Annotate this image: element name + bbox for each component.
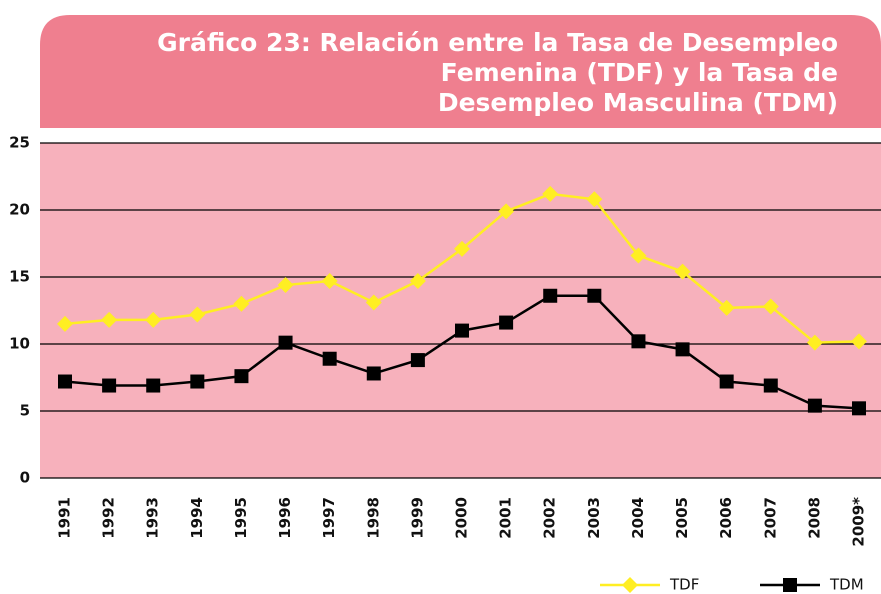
point <box>366 366 381 381</box>
x-tick-label: 1996 <box>276 497 294 539</box>
legend-marker <box>622 577 638 593</box>
point <box>101 311 118 328</box>
point <box>322 351 337 366</box>
point <box>542 185 559 202</box>
point <box>674 263 691 280</box>
y-tick-label: 5 <box>20 402 30 420</box>
x-tick-label: 2002 <box>541 497 559 539</box>
point <box>58 374 72 389</box>
point <box>499 315 514 330</box>
point <box>718 299 735 316</box>
x-tick-label: 2003 <box>585 497 603 539</box>
point <box>145 311 162 328</box>
x-tick-label: 2001 <box>497 497 515 539</box>
y-tick-label: 25 <box>9 134 30 152</box>
point <box>543 288 558 303</box>
legend-label: TDF <box>669 576 699 594</box>
point <box>365 294 382 311</box>
title-banner <box>40 15 881 128</box>
point <box>498 203 515 220</box>
point <box>321 273 338 290</box>
point <box>763 378 778 393</box>
point <box>762 298 779 315</box>
x-tick-label: 1991 <box>56 497 74 539</box>
x-tick-label: 1992 <box>100 497 118 539</box>
point <box>631 334 646 349</box>
point <box>278 335 293 350</box>
point <box>455 323 469 338</box>
point <box>146 378 161 393</box>
x-tick-label: 2004 <box>629 497 647 539</box>
point <box>675 342 690 357</box>
x-tick-label: 1999 <box>408 497 426 539</box>
x-tick-label: 1993 <box>144 497 162 539</box>
y-tick-label: 0 <box>20 469 30 487</box>
point <box>409 273 426 290</box>
point <box>190 374 205 389</box>
point <box>807 398 822 413</box>
point <box>233 295 250 312</box>
x-tick-label: 2006 <box>717 497 735 539</box>
point <box>102 378 117 393</box>
point <box>719 374 734 389</box>
point <box>277 277 294 294</box>
point <box>806 334 823 351</box>
x-tick-label: 2000 <box>453 497 471 539</box>
legend-marker <box>783 578 797 592</box>
point <box>630 247 647 264</box>
point <box>851 333 867 350</box>
x-tick-label: 1998 <box>364 497 382 539</box>
chart-title: Gráfico 23: Relación entre la Tasa de De… <box>157 28 838 57</box>
point <box>57 315 73 332</box>
point <box>586 191 603 208</box>
chart-title: Femenina (TDF) y la Tasa de <box>441 58 838 87</box>
chart-title: Desempleo Masculina (TDM) <box>438 88 838 117</box>
x-tick-label: 1994 <box>188 497 206 539</box>
legend-label: TDM <box>829 576 864 594</box>
point <box>587 288 602 303</box>
y-tick-label: 15 <box>9 268 30 286</box>
x-tick-label: 2008 <box>805 497 823 539</box>
y-tick-label: 10 <box>9 335 30 353</box>
y-tick-label: 20 <box>9 201 30 219</box>
x-tick-label: 1997 <box>320 497 338 539</box>
x-tick-label: 2009* <box>850 497 868 547</box>
point <box>454 240 470 257</box>
point <box>852 401 866 416</box>
x-tick-label: 2005 <box>673 497 691 539</box>
x-tick-label: 2007 <box>761 497 779 539</box>
point <box>189 306 206 323</box>
x-tick-label: 1995 <box>232 497 250 539</box>
point <box>234 369 249 384</box>
point <box>410 353 425 368</box>
plot-area <box>40 143 881 478</box>
